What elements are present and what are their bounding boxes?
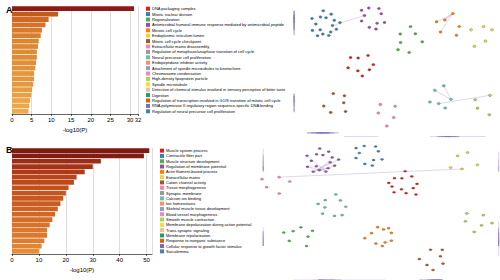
svg-text:-log10(P): -log10(P) <box>70 267 95 273</box>
svg-text:Endopeptidase inhibitor activi: Endopeptidase inhibitor activity <box>152 60 207 65</box>
svg-text:10: 10 <box>36 257 43 263</box>
svg-text:5: 5 <box>30 117 34 123</box>
svg-text:Chromosome condensation: Chromosome condensation <box>152 71 201 76</box>
svg-text:Skeletal muscle tissue develop: Skeletal muscle tissue development <box>166 206 230 211</box>
svg-text:Regulation of neural precursor: Regulation of neural precursor cell prol… <box>152 109 235 114</box>
svg-text:Regulation of metaphase/anapha: Regulation of metaphase/anaphase transit… <box>152 49 255 54</box>
svg-text:Contractile fiber part: Contractile fiber part <box>166 153 203 158</box>
svg-text:Mitotic cell cycle checkpoint: Mitotic cell cycle checkpoint <box>152 39 202 44</box>
svg-text:Extracellular matrix disassemb: Extracellular matrix disassembly <box>152 44 209 49</box>
svg-text:Blood vessel morphogenesis: Blood vessel morphogenesis <box>166 212 217 217</box>
svg-text:Smooth muscle contraction: Smooth muscle contraction <box>166 217 214 222</box>
svg-text:Regionalization: Regionalization <box>152 17 179 22</box>
svg-text:RNA polymerase II regulatory r: RNA polymerase II regulatory region sequ… <box>152 103 273 108</box>
svg-text:Regulation of membrane potenti: Regulation of membrane potential <box>166 164 226 169</box>
svg-text:Calcium ion binding: Calcium ion binding <box>166 196 201 201</box>
svg-text:Attachment of spindle microtub: Attachment of spindle microtubules to ki… <box>152 66 241 71</box>
svg-text:Meiotic cell cycle: Meiotic cell cycle <box>152 28 183 33</box>
svg-text:Ion homeostasis: Ion homeostasis <box>166 201 195 206</box>
svg-text:B: B <box>6 145 13 155</box>
svg-text:Digestion: Digestion <box>152 93 169 98</box>
svg-text:DNA packaging complex: DNA packaging complex <box>152 6 196 11</box>
svg-text:25: 25 <box>107 117 114 123</box>
svg-text:Mitotic nuclear division: Mitotic nuclear division <box>152 12 192 17</box>
svg-text:Extracellular matrix: Extracellular matrix <box>166 175 200 180</box>
svg-text:50: 50 <box>143 257 150 263</box>
svg-text:30: 30 <box>127 117 134 123</box>
svg-text:Actin filament-based process: Actin filament-based process <box>166 169 217 174</box>
svg-text:20: 20 <box>87 117 94 123</box>
svg-text:0: 0 <box>10 257 14 263</box>
svg-text:A: A <box>6 5 13 15</box>
svg-text:32: 32 <box>135 117 142 123</box>
svg-text:Response to inorganic substanc: Response to inorganic substance <box>166 238 226 243</box>
svg-text:30: 30 <box>89 257 96 263</box>
svg-text:-log10(P): -log10(P) <box>63 127 88 133</box>
svg-text:15: 15 <box>68 117 75 123</box>
svg-text:Cation channel activity: Cation channel activity <box>166 180 206 185</box>
svg-text:Endoplasmic reticulum lumen: Endoplasmic reticulum lumen <box>152 33 204 38</box>
svg-text:20: 20 <box>63 257 70 263</box>
svg-text:Membrane depolarization during: Membrane depolarization during action po… <box>166 222 251 227</box>
svg-text:Regulation of transcription in: Regulation of transcription involved in … <box>152 98 281 103</box>
svg-text:Spindle microtubule: Spindle microtubule <box>152 82 188 87</box>
svg-text:Muscle structure development: Muscle structure development <box>166 159 220 164</box>
svg-text:High-density lipoprotein parti: High-density lipoprotein particle <box>152 76 209 81</box>
svg-text:Synaptic membrane: Synaptic membrane <box>166 191 202 196</box>
svg-text:Cellular response to growth fa: Cellular response to growth factor stimu… <box>166 244 242 249</box>
svg-text:Tissue morphogenesis: Tissue morphogenesis <box>166 185 206 190</box>
svg-text:Neural precursor cell prolifer: Neural precursor cell proliferation <box>152 55 211 60</box>
svg-text:40: 40 <box>116 257 123 263</box>
svg-text:Antimicrobial humoral immune r: Antimicrobial humoral immune response me… <box>152 22 285 27</box>
svg-text:Muscle system process: Muscle system process <box>166 148 208 153</box>
svg-text:Sarcolemma: Sarcolemma <box>166 249 189 254</box>
svg-text:10: 10 <box>48 117 55 123</box>
svg-text:Trans-synaptic signaling: Trans-synaptic signaling <box>166 228 209 233</box>
svg-text:Membrane repolarization: Membrane repolarization <box>166 233 210 238</box>
svg-text:0: 0 <box>10 117 14 123</box>
svg-text:Detection of chemical stimulus: Detection of chemical stimulus involved … <box>152 87 286 92</box>
